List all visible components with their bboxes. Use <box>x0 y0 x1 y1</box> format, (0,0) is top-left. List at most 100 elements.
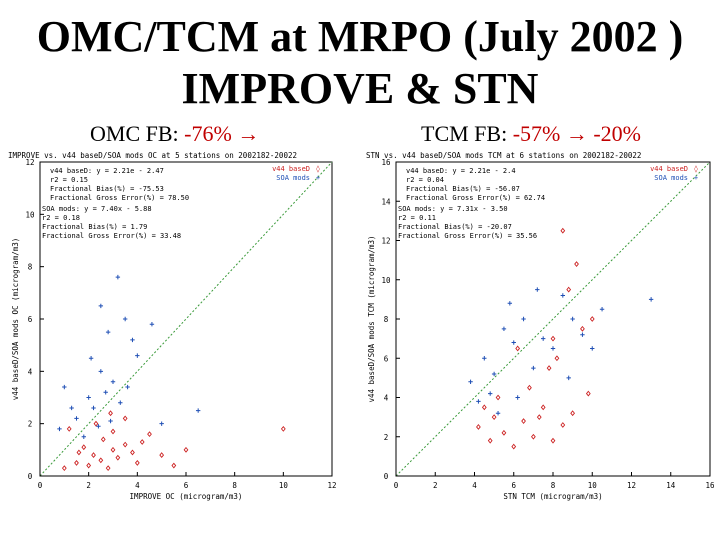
tcm-stat-soa: Fractional Gross Error(%) = 35.56 <box>398 232 537 240</box>
tcm-point-soa <box>468 379 473 384</box>
tcm-fb-value-2: -20% <box>593 121 642 146</box>
tcm-stat-soa: r2 = 0.11 <box>398 214 436 222</box>
tcm-point-base <box>491 414 497 421</box>
omc-scatter-plot: IMPROVE vs. v44 baseD/SOA mods OC at 5 s… <box>8 151 337 501</box>
tcm-point-base <box>546 365 552 371</box>
omc-point-soa <box>62 384 67 390</box>
tcm-stat-base: v44 baseD: y = 2.21e - 2.4 <box>406 167 516 175</box>
omc-point-base <box>108 410 113 417</box>
tcm-point-soa <box>560 293 566 298</box>
tcm-fb-label: TCM FB: <box>421 121 508 146</box>
tcm-point-base <box>515 345 521 352</box>
omc-point-base <box>61 465 67 472</box>
tcm-y-tick-label: 14 <box>381 197 391 206</box>
omc-x-tick-label: 8 <box>232 481 237 490</box>
tcm-x-tick-label: 16 <box>705 481 715 490</box>
omc-legend-base-marker: ◊ <box>316 165 320 173</box>
omc-point-soa <box>91 405 96 411</box>
omc-point-base <box>122 441 128 448</box>
tcm-point-base <box>585 390 591 397</box>
tcm-point-base <box>530 433 536 440</box>
omc-point-soa <box>103 390 108 395</box>
omc-x-axis-label: IMPROVE OC (microgram/m3) <box>130 492 243 501</box>
tcm-point-base <box>487 437 493 444</box>
omc-point-soa <box>57 426 62 432</box>
omc-one-to-one-line <box>39 161 333 477</box>
omc-y-tick-label: 2 <box>28 420 33 429</box>
tcm-x-tick-label: 10 <box>588 481 598 490</box>
omc-point-soa <box>149 322 155 327</box>
omc-point-base <box>147 431 152 438</box>
tcm-point-base <box>560 422 566 428</box>
omc-point-soa <box>130 337 135 343</box>
tcm-x-tick-label: 14 <box>666 481 676 490</box>
tcm-point-base <box>521 418 526 424</box>
omc-stat-soa: SOA mods: y = 7.40x - 5.88 <box>42 205 152 213</box>
tcm-y-tick-label: 16 <box>381 158 391 167</box>
tcm-point-soa <box>580 332 585 337</box>
tcm-point-soa <box>590 346 595 351</box>
tcm-y-tick-label: 12 <box>381 237 390 246</box>
tcm-stat-base: r2 = 0.04 <box>406 176 444 184</box>
tcm-point-soa <box>570 316 575 322</box>
omc-fb-subtitle: OMC FB: -76% → <box>90 121 259 147</box>
tcm-point-base <box>554 355 560 362</box>
tcm-point-soa <box>540 336 546 341</box>
omc-point-base <box>122 415 128 422</box>
tcm-point-base <box>570 410 576 417</box>
tcm-fb-value: -57% <box>512 121 561 146</box>
tcm-x-tick-label: 0 <box>394 481 399 490</box>
omc-point-base <box>159 452 165 458</box>
arrow-right-icon: → <box>565 121 588 146</box>
tcm-point-soa <box>599 306 605 312</box>
tcm-x-tick-label: 6 <box>511 481 516 490</box>
omc-y-axis-label: v44 baseD/SOA mods OC (microgram/m3) <box>11 238 20 401</box>
omc-point-base <box>76 449 82 456</box>
omc-point-base <box>134 460 140 466</box>
omc-y-tick-label: 0 <box>28 472 33 481</box>
omc-stat-base: Fractional Gross Error(%) = 78.50 <box>50 194 189 202</box>
omc-point-soa <box>69 405 74 411</box>
omc-point-soa <box>81 434 86 439</box>
tcm-point-base <box>560 227 566 234</box>
omc-point-soa <box>98 369 104 374</box>
omc-stat-base: Fractional Bias(%) = -75.53 <box>50 185 164 193</box>
omc-legend-base-label: v44 baseD <box>272 165 310 173</box>
tcm-point-base <box>481 404 487 411</box>
tcm-y-axis-label: v44 baseD/SOA mods TCM (microgram/m3) <box>367 235 376 402</box>
tcm-x-tick-label: 12 <box>627 481 636 490</box>
tcm-point-soa <box>488 391 493 396</box>
tcm-point-soa <box>495 411 501 416</box>
tcm-legend-soa-label: SOA mods <box>654 174 688 182</box>
omc-point-soa <box>96 424 101 429</box>
tcm-y-tick-label: 8 <box>384 315 389 324</box>
tcm-point-base <box>476 424 481 430</box>
omc-x-tick-label: 12 <box>327 481 336 490</box>
omc-point-soa <box>122 316 128 322</box>
omc-x-tick-label: 0 <box>38 481 43 490</box>
omc-point-base <box>183 446 189 453</box>
tcm-point-base <box>536 414 542 421</box>
tcm-point-soa <box>531 365 536 371</box>
title-line-1: OMC/TCM at MRPO (July 2002 ) <box>36 12 684 61</box>
arrow-right-icon: → <box>237 121 260 146</box>
tcm-point-soa <box>550 346 556 351</box>
tcm-point-base <box>566 286 572 293</box>
omc-legend-soa-marker: + <box>316 174 320 182</box>
tcm-point-base <box>527 384 532 391</box>
tcm-point-soa <box>521 316 526 322</box>
omc-y-tick-label: 6 <box>28 315 33 324</box>
tcm-scatter-plot: STN vs. v44 baseD/SOA mods TCM at 6 stat… <box>366 151 715 501</box>
tcm-x-tick-label: 8 <box>551 481 556 490</box>
omc-stat-soa: Fractional Bias(%) = 1.79 <box>42 223 147 231</box>
tcm-point-soa <box>648 297 654 302</box>
tcm-point-soa <box>511 340 516 345</box>
omc-y-tick-label: 10 <box>25 210 35 219</box>
tcm-y-tick-label: 6 <box>384 354 389 363</box>
omc-point-soa <box>86 395 91 400</box>
tcm-x-tick-label: 2 <box>433 481 438 490</box>
tcm-x-tick-label: 4 <box>472 481 477 490</box>
tcm-stat-base: Fractional Gross Error(%) = 62.74 <box>406 194 545 202</box>
omc-y-tick-label: 8 <box>28 263 33 272</box>
tcm-legend-soa-marker: + <box>694 174 698 182</box>
